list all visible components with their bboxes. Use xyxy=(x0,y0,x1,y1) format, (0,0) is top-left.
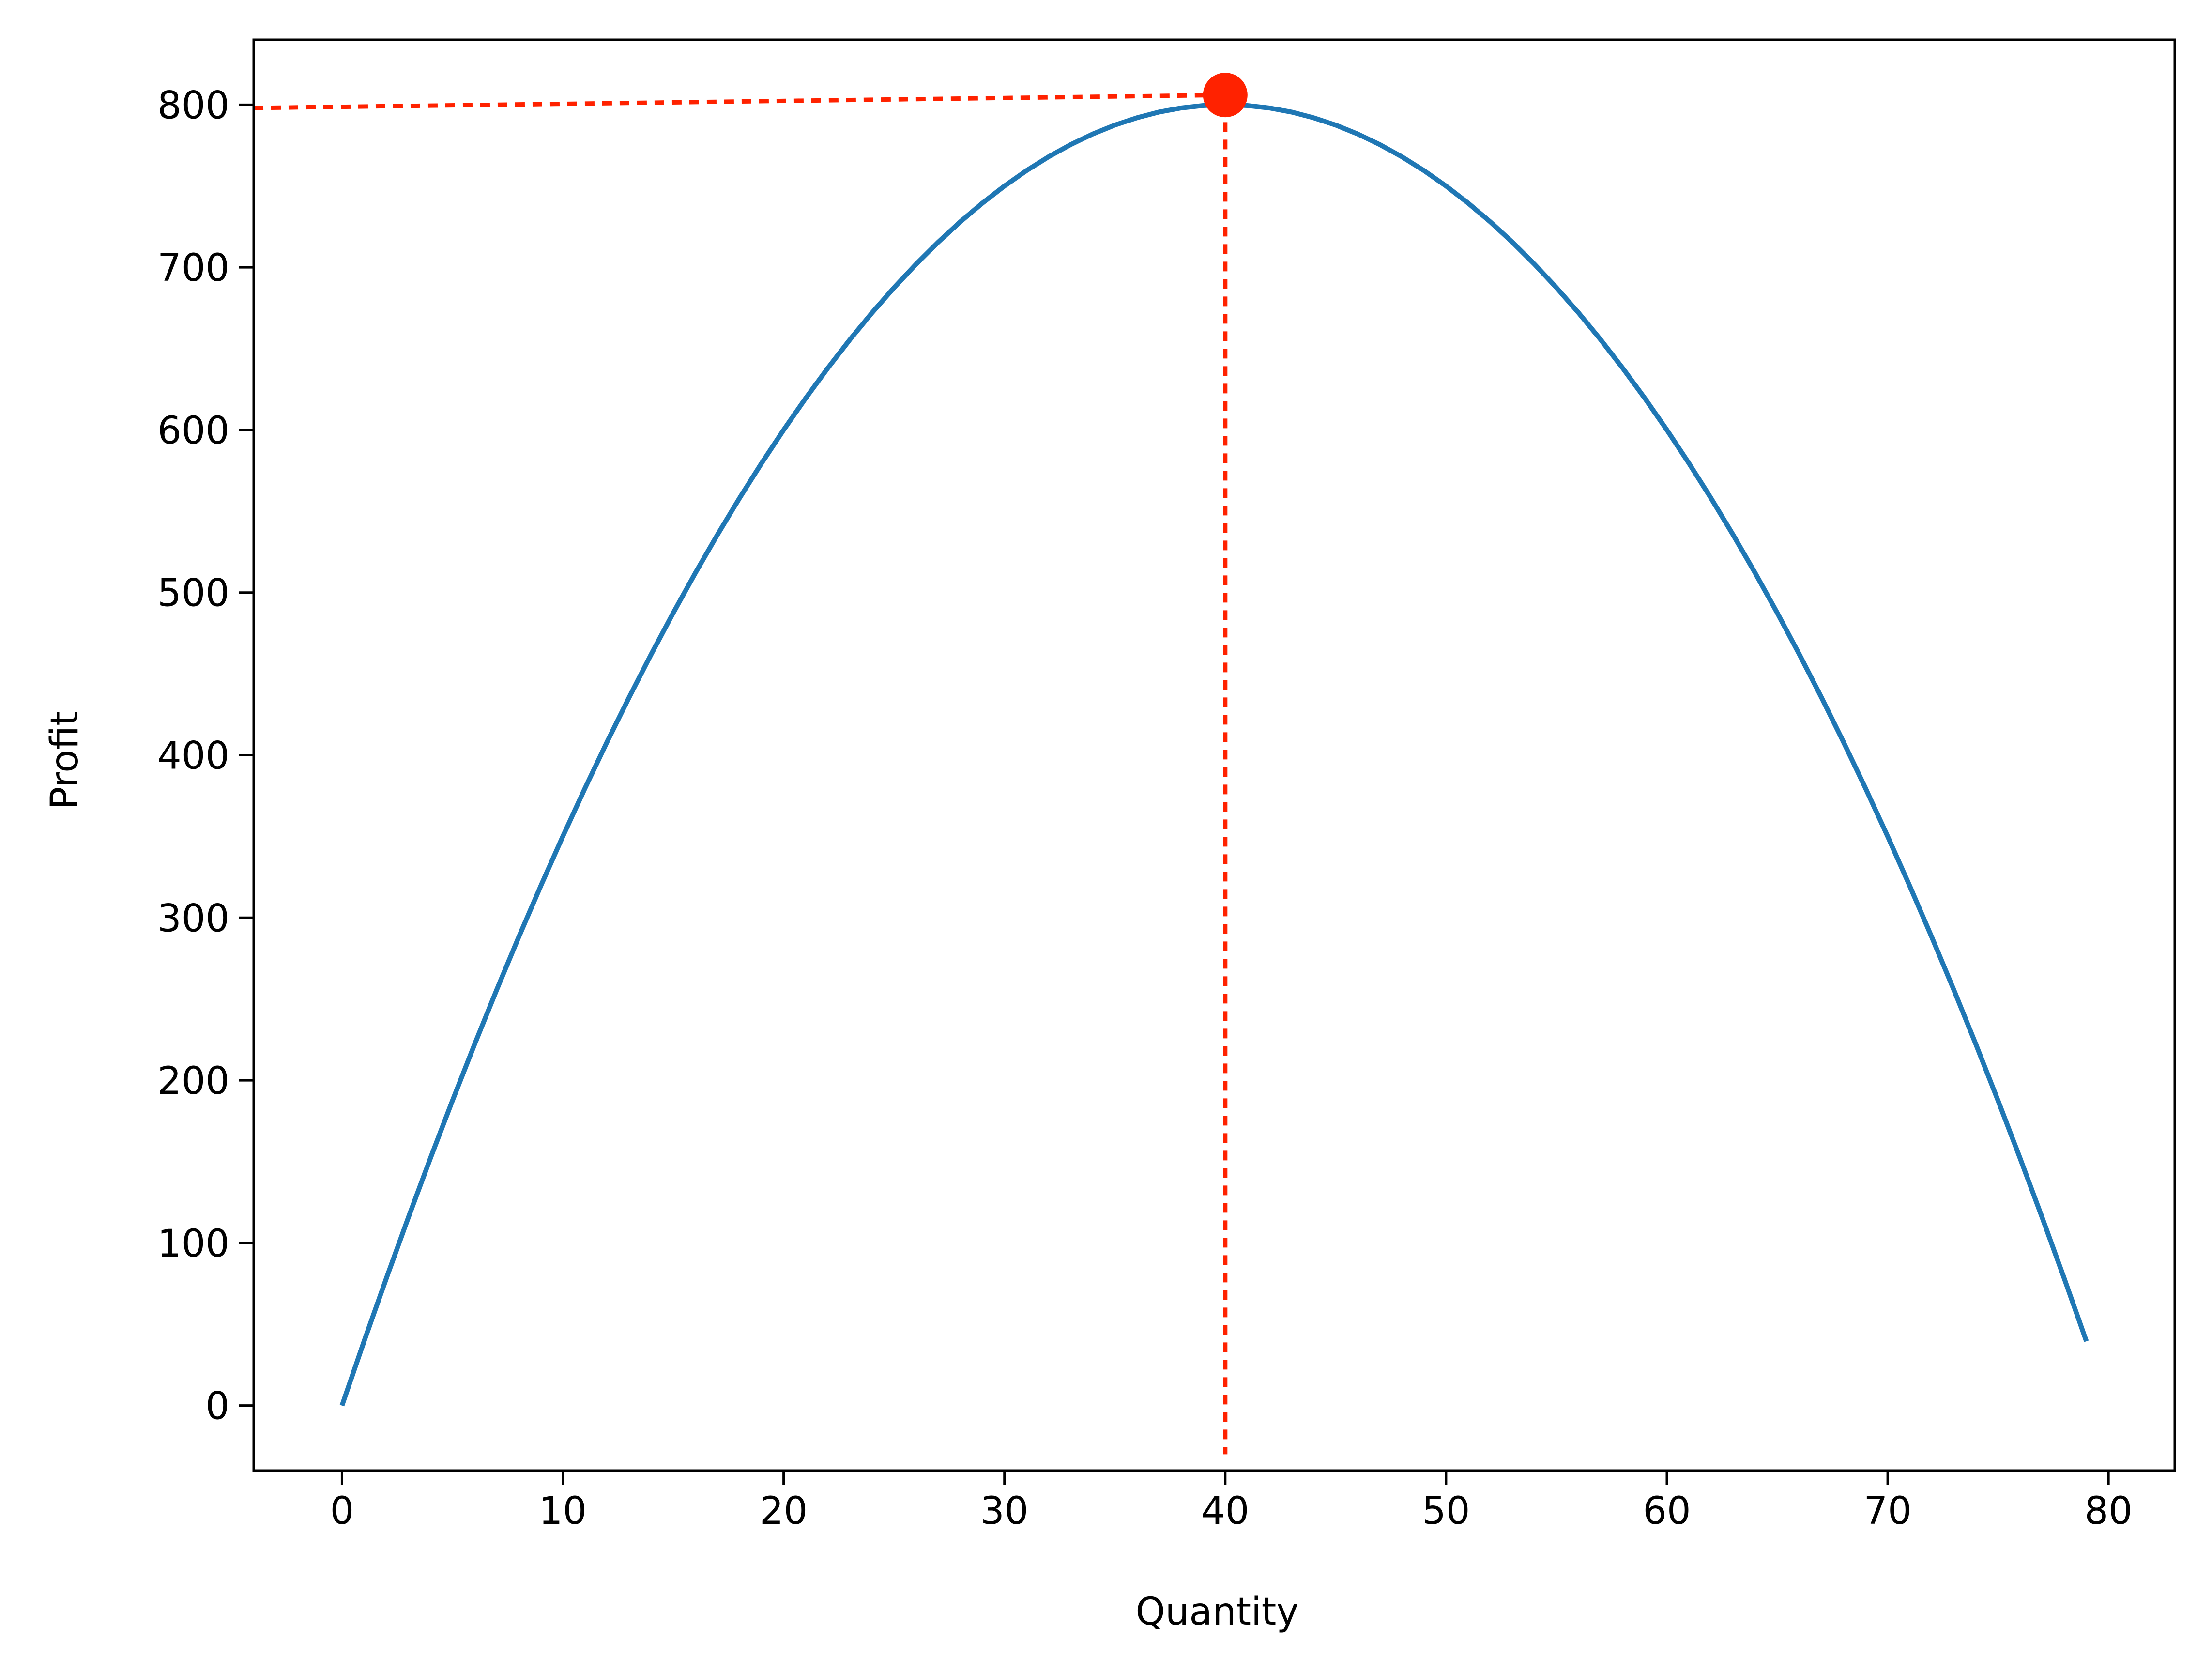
x-tick-label-40: 40 xyxy=(1201,1489,1249,1533)
x-tick-label-70: 70 xyxy=(1863,1489,1911,1533)
x-tick-label-20: 20 xyxy=(760,1489,808,1533)
x-tick-label-30: 30 xyxy=(980,1489,1028,1533)
y-tick-label-600: 600 xyxy=(157,409,229,453)
x-tick-label-0: 0 xyxy=(330,1489,354,1533)
x-tick-label-10: 10 xyxy=(539,1489,587,1533)
max-point-marker xyxy=(1203,73,1248,118)
y-tick-label-0: 0 xyxy=(205,1385,229,1428)
y-tick-label-500: 500 xyxy=(157,572,229,615)
x-tick-label-80: 80 xyxy=(2085,1489,2133,1533)
x-axis-label: Quantity xyxy=(1135,1590,1298,1634)
axes: 0 10 20 30 40 50 60 70 8001002003004005006007008… xyxy=(157,38,2176,1533)
plot-area xyxy=(253,73,2089,1455)
max-horizontal-guide-line xyxy=(253,92,1225,110)
x-tick-label-50: 50 xyxy=(1422,1489,1470,1533)
y-tick-label-800: 800 xyxy=(157,84,229,127)
y-axis-label: Profit xyxy=(43,711,87,809)
y-tick-label-400: 400 xyxy=(157,735,229,778)
y-tick-label-300: 300 xyxy=(157,897,229,940)
y-tick-label-200: 200 xyxy=(157,1059,229,1103)
y-tick-label-700: 700 xyxy=(157,246,229,290)
x-tick-label-60: 60 xyxy=(1643,1489,1691,1533)
y-tick-label-100: 100 xyxy=(157,1222,229,1266)
